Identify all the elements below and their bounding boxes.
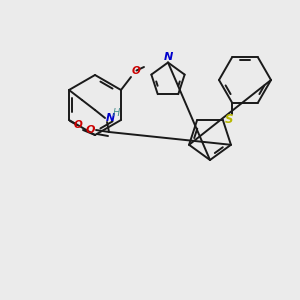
Text: N: N [164,52,172,61]
Text: S: S [225,113,233,126]
Text: O: O [131,67,140,76]
Text: O: O [85,124,95,134]
Text: N: N [106,113,115,123]
Text: O: O [74,119,82,130]
Text: H: H [112,108,120,118]
